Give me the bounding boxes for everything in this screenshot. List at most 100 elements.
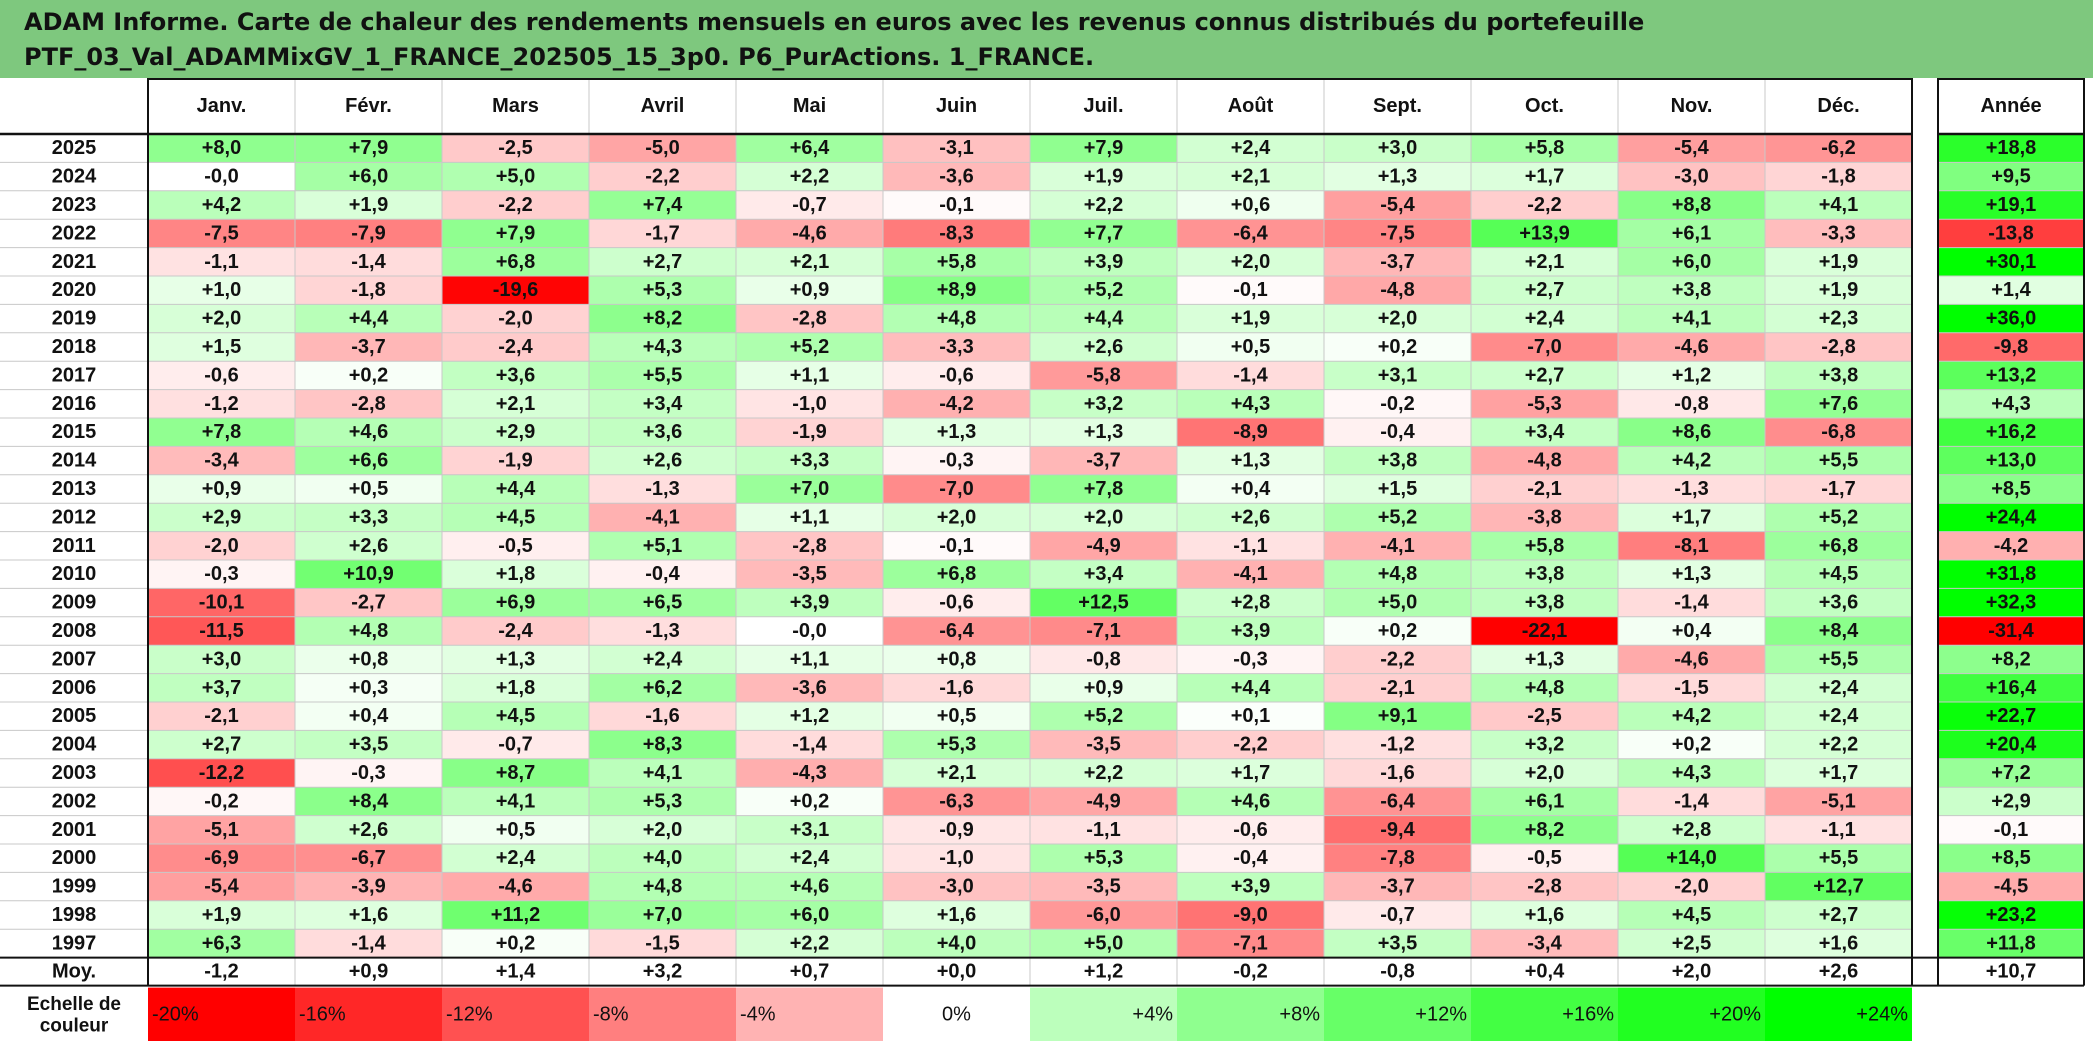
heatmap-cell-label: +2,0 <box>643 819 682 841</box>
heatmap-cell <box>1471 758 1618 788</box>
heatmap-cell-label: +1,1 <box>790 506 829 528</box>
heatmap-cell-label: -6,2 <box>1821 137 1855 159</box>
heatmap-cell <box>883 134 1030 163</box>
heatmap-cell-label: -1,3 <box>645 620 679 642</box>
heatmap-cell-label: +5,5 <box>1819 648 1858 670</box>
heatmap-cell-label: +7,8 <box>1084 478 1123 500</box>
heatmap-cell <box>1177 531 1324 560</box>
heatmap-cell-label: +0,2 <box>1378 336 1417 358</box>
heatmap-cell <box>883 219 1030 248</box>
annual-cell <box>1938 645 2084 674</box>
heatmap-cell <box>1471 531 1618 560</box>
annual-cell <box>1938 531 2084 560</box>
heatmap-cell-label: +2,6 <box>349 535 388 557</box>
row-year-label: 2023 <box>52 194 97 216</box>
heatmap-cell-label: +7,0 <box>790 478 829 500</box>
heatmap-cell <box>1765 134 1912 163</box>
heatmap-cell <box>1324 758 1471 788</box>
heatmap-cell <box>1765 929 1912 958</box>
heatmap-cell-label: -0,6 <box>939 592 973 614</box>
heatmap-cell <box>1765 162 1912 191</box>
heatmap-cell-label: -0,8 <box>1674 393 1708 415</box>
heatmap-cell-label: +11,2 <box>491 904 541 926</box>
heatmap-cell <box>1765 332 1912 362</box>
heatmap-cell-label: -6,4 <box>1380 790 1415 812</box>
heatmap-cell-label: +2,3 <box>1819 308 1858 330</box>
color-scale-swatch <box>442 987 589 1041</box>
heatmap-cell <box>1030 730 1177 759</box>
column-header: Avril <box>641 95 685 117</box>
heatmap-cell <box>1618 304 1765 333</box>
heatmap-cell <box>1324 815 1471 844</box>
color-scale-stop-label: +12% <box>1415 1003 1467 1025</box>
annual-cell-label: +16,4 <box>1986 677 2037 699</box>
heatmap-cell <box>1177 815 1324 844</box>
heatmap-cell <box>295 247 442 276</box>
color-scale-label-line-2: couleur <box>40 1016 109 1037</box>
annual-cell <box>1938 900 2084 930</box>
heatmap-cell <box>883 503 1030 532</box>
heatmap-cell <box>736 247 883 276</box>
heatmap-cell <box>295 588 442 617</box>
heatmap-cell-label: -0,3 <box>351 762 385 784</box>
row-year-label: 2019 <box>52 308 97 330</box>
annual-cell-label: -31,4 <box>1988 620 2034 642</box>
annual-cell-label: +19,1 <box>1986 194 2037 216</box>
heatmap-cell-label: +1,3 <box>1525 648 1564 670</box>
heatmap-cell <box>1618 134 1765 163</box>
annual-cell-label: -0,1 <box>1994 819 2028 841</box>
heatmap-cell-label: +6,1 <box>1672 222 1711 244</box>
heatmap-cell <box>589 389 736 418</box>
heatmap-cell-label: +7,0 <box>643 904 682 926</box>
heatmap-cell <box>736 361 883 390</box>
heatmap-cell <box>442 446 589 475</box>
heatmap-cell <box>1030 276 1177 305</box>
heatmap-cell-label: +5,1 <box>643 535 682 557</box>
heatmap-cell <box>148 162 295 191</box>
annual-cell-label: -9,8 <box>1994 336 2028 358</box>
heatmap-cell <box>1618 645 1765 674</box>
heatmap-cell-label: +0,6 <box>1231 194 1270 216</box>
heatmap-cell-label: +0,2 <box>1672 734 1711 756</box>
heatmap-cell-label: -4,8 <box>1527 450 1561 472</box>
heatmap-cell-label: +5,3 <box>937 734 976 756</box>
heatmap-cell <box>589 872 736 901</box>
heatmap-cell-label: +0,5 <box>937 705 976 727</box>
heatmap-cell <box>1177 787 1324 816</box>
heatmap-cell-label: +2,6 <box>1231 506 1270 528</box>
heatmap-cell <box>1765 446 1912 475</box>
column-header: Août <box>1228 95 1274 117</box>
heatmap-cell <box>295 673 442 702</box>
heatmap-cell-label: -3,7 <box>1380 251 1414 273</box>
heatmap-cell-label: +3,3 <box>349 506 388 528</box>
heatmap-cell-label: -3,5 <box>792 563 826 585</box>
heatmap-cell-label: -2,2 <box>1527 194 1561 216</box>
heatmap-cell-label: +2,7 <box>643 251 682 273</box>
heatmap-cell-label: -0,3 <box>1233 648 1267 670</box>
heatmap-cell <box>1030 588 1177 617</box>
average-cell-label: +1,2 <box>1084 961 1123 983</box>
heatmap-cell <box>1471 900 1618 930</box>
heatmap-cell <box>295 276 442 305</box>
row-year-label: 2001 <box>52 819 97 841</box>
heatmap-cell <box>736 162 883 191</box>
heatmap-cell <box>883 815 1030 844</box>
heatmap-cell <box>148 134 295 163</box>
annual-cell <box>1938 418 2084 447</box>
heatmap-cell <box>1030 304 1177 333</box>
heatmap-cell <box>883 702 1030 731</box>
heatmap-cell-label: +0,4 <box>1231 478 1271 500</box>
heatmap-cell <box>442 361 589 390</box>
heatmap-cell <box>1030 645 1177 674</box>
heatmap-cell-label: +2,0 <box>937 506 976 528</box>
heatmap-cell-label: +8,2 <box>1525 819 1564 841</box>
heatmap-cell <box>1618 673 1765 702</box>
heatmap-cell-label: +1,9 <box>202 904 241 926</box>
heatmap-cell-label: +7,9 <box>1084 137 1123 159</box>
heatmap-cell <box>148 560 295 589</box>
heatmap-cell <box>1471 361 1618 390</box>
annual-cell <box>1938 276 2084 305</box>
heatmap-cell-label: +1,3 <box>1084 421 1123 443</box>
heatmap-cell <box>736 900 883 930</box>
heatmap-cell <box>736 190 883 220</box>
